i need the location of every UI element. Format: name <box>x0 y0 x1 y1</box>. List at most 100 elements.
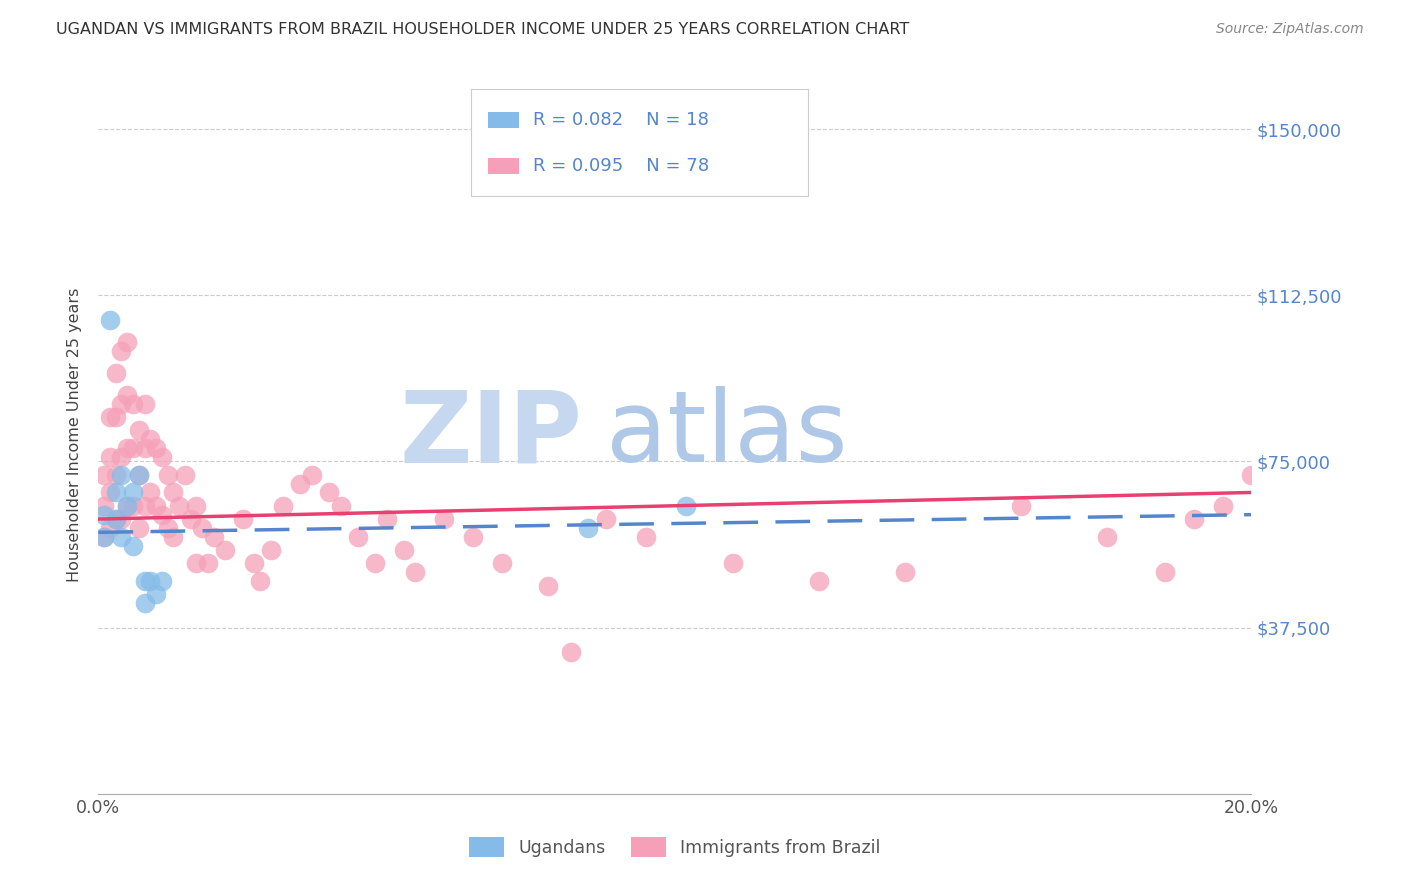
Point <box>405 566 427 580</box>
Legend: Ugandans, Immigrants from Brazil: Ugandans, Immigrants from Brazil <box>463 830 887 864</box>
Point <box>202 530 225 544</box>
Point <box>578 521 600 535</box>
Point <box>110 397 132 411</box>
Text: R = 0.095    N = 78: R = 0.095 N = 78 <box>533 157 709 175</box>
Point <box>1010 499 1032 513</box>
Point <box>162 530 184 544</box>
Point <box>346 530 368 544</box>
Text: atlas: atlas <box>606 386 848 483</box>
Point <box>191 521 214 535</box>
Point <box>98 521 121 535</box>
Point <box>162 485 184 500</box>
Point <box>150 450 173 464</box>
Point <box>301 467 323 482</box>
Point <box>128 424 150 438</box>
Point <box>721 557 744 571</box>
Point <box>150 574 173 588</box>
Point <box>134 499 156 513</box>
Point <box>1182 512 1205 526</box>
Point <box>110 450 132 464</box>
Point <box>392 543 415 558</box>
Point <box>174 467 197 482</box>
Point <box>104 467 127 482</box>
Point <box>110 343 132 358</box>
Point <box>98 312 121 326</box>
Point <box>122 485 145 500</box>
Point <box>93 467 115 482</box>
Text: Source: ZipAtlas.com: Source: ZipAtlas.com <box>1216 22 1364 37</box>
Point <box>537 578 560 592</box>
Point <box>110 512 132 526</box>
Point <box>318 485 340 500</box>
Point <box>93 499 115 513</box>
Point <box>104 410 127 425</box>
Text: R = 0.082    N = 18: R = 0.082 N = 18 <box>533 111 709 128</box>
Point <box>104 366 127 380</box>
Point <box>636 530 658 544</box>
Point <box>167 499 190 513</box>
Point <box>260 543 283 558</box>
Point <box>128 467 150 482</box>
Point <box>491 557 513 571</box>
Point <box>117 334 139 349</box>
Point <box>117 499 139 513</box>
Point <box>122 441 145 455</box>
Point <box>808 574 831 588</box>
Point <box>156 467 179 482</box>
Point <box>249 574 271 588</box>
Point <box>93 508 115 522</box>
Point <box>150 508 173 522</box>
Point <box>93 530 115 544</box>
Point <box>186 499 208 513</box>
Point <box>145 587 167 601</box>
Point <box>595 512 617 526</box>
Point <box>214 543 236 558</box>
Point <box>98 450 121 464</box>
Point <box>1097 530 1119 544</box>
Point <box>117 499 139 513</box>
Point <box>134 441 156 455</box>
Text: UGANDAN VS IMMIGRANTS FROM BRAZIL HOUSEHOLDER INCOME UNDER 25 YEARS CORRELATION : UGANDAN VS IMMIGRANTS FROM BRAZIL HOUSEH… <box>56 22 910 37</box>
Point <box>117 388 139 402</box>
Point <box>433 512 456 526</box>
Point <box>117 441 139 455</box>
Point <box>139 432 162 446</box>
Point <box>375 512 398 526</box>
Point <box>122 397 145 411</box>
Point <box>139 574 162 588</box>
Point <box>110 467 132 482</box>
Point <box>180 512 202 526</box>
Point <box>560 645 582 659</box>
Point <box>364 557 387 571</box>
Point <box>197 557 219 571</box>
Point <box>461 530 484 544</box>
Point <box>134 574 156 588</box>
Point <box>243 557 266 571</box>
Point <box>145 441 167 455</box>
Point <box>329 499 352 513</box>
Point <box>139 485 162 500</box>
Text: ZIP: ZIP <box>399 386 582 483</box>
Point <box>98 485 121 500</box>
Point <box>104 512 127 526</box>
Point <box>93 530 115 544</box>
Point <box>122 499 145 513</box>
Point <box>104 485 127 500</box>
Point <box>104 512 127 526</box>
Point <box>156 521 179 535</box>
Point <box>271 499 294 513</box>
Point <box>290 476 312 491</box>
Point <box>231 512 254 526</box>
Point <box>1240 467 1263 482</box>
Point <box>186 557 208 571</box>
Point <box>1154 566 1177 580</box>
Point <box>134 397 156 411</box>
Point <box>110 530 132 544</box>
Y-axis label: Householder Income Under 25 years: Householder Income Under 25 years <box>67 287 83 582</box>
Point <box>145 499 167 513</box>
Point <box>675 499 697 513</box>
Point <box>98 410 121 425</box>
Point <box>128 467 150 482</box>
Point <box>134 596 156 610</box>
Point <box>122 539 145 553</box>
